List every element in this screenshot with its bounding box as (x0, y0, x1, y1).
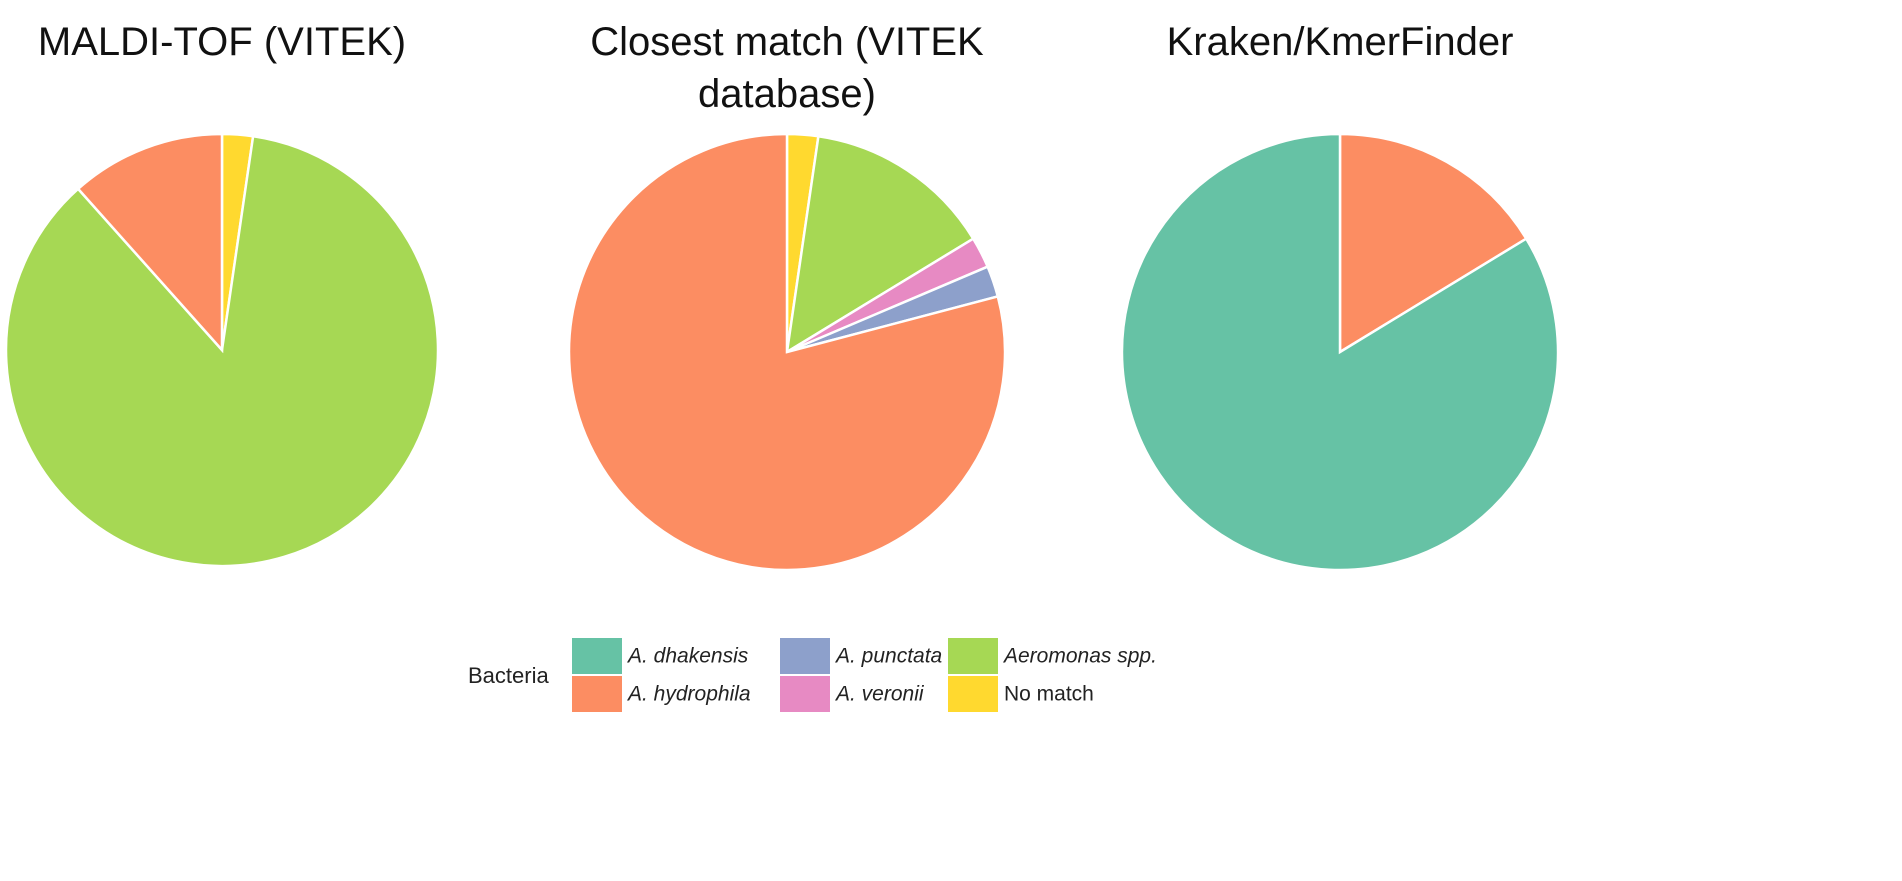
pie-slice (1120, 132, 1560, 572)
pie-title: Closest match (VITEK database) (590, 20, 984, 116)
legend-swatch (948, 676, 998, 712)
legend-swatch (572, 638, 622, 674)
legend-swatch (780, 676, 830, 712)
pie-slice (76, 132, 224, 354)
legend-label: A. punctata (834, 645, 942, 668)
legend-label: A. veronii (834, 683, 925, 706)
pie-slice (1338, 132, 1528, 355)
legend-label: A. dhakensis (626, 645, 749, 668)
legend-label: Aeromonas spp. (1002, 645, 1157, 668)
pie-slice (785, 134, 975, 355)
legend-swatch (948, 638, 998, 674)
legend-title: Bacteria (468, 663, 549, 688)
pie-slice (567, 132, 1007, 572)
pie-title: Kraken/KmerFinder (1166, 20, 1514, 64)
legend-label: No match (1004, 683, 1094, 706)
legend-swatch (780, 638, 830, 674)
legend-label: A. hydrophila (626, 683, 751, 706)
legend-swatch (572, 676, 622, 712)
pie-title: MALDI-TOF (VITEK) (37, 20, 407, 64)
